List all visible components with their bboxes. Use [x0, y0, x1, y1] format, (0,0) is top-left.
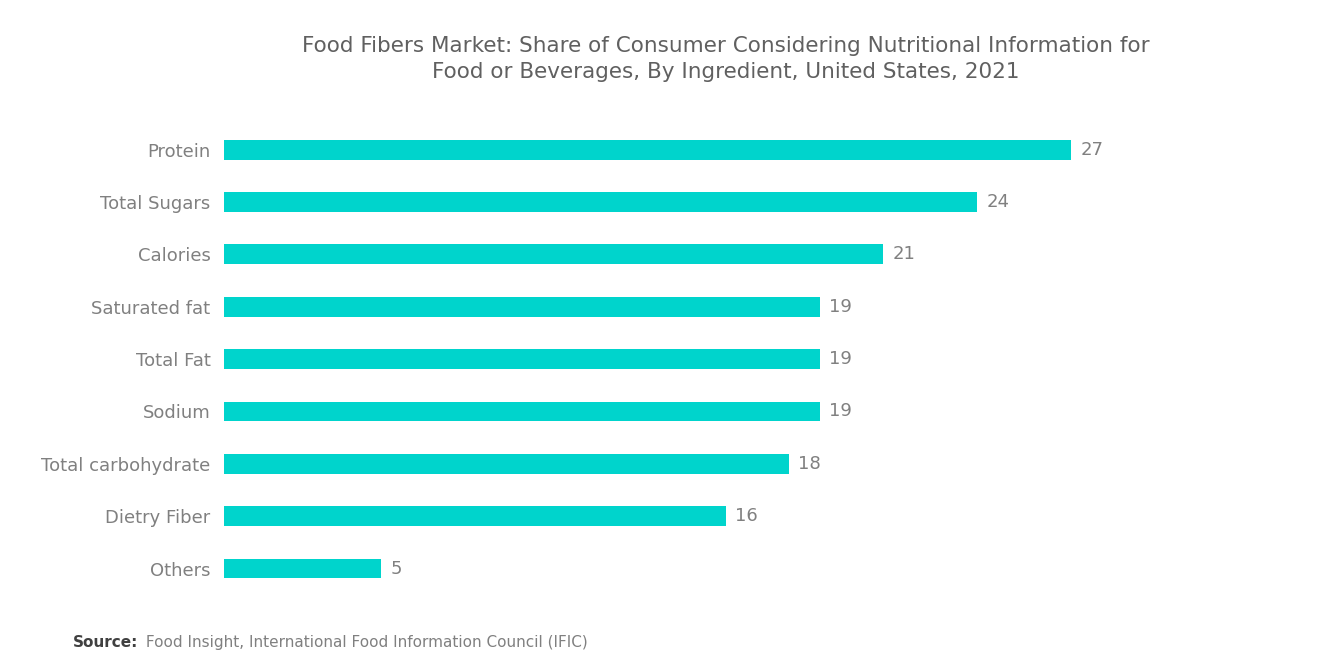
Bar [224, 140, 1071, 160]
Bar [224, 559, 381, 579]
Text: 19: 19 [829, 298, 853, 316]
Text: 16: 16 [735, 507, 758, 525]
Text: Source:: Source: [73, 635, 139, 650]
Bar [224, 245, 883, 265]
Bar [224, 297, 820, 317]
Text: 27: 27 [1080, 141, 1104, 159]
Bar [224, 454, 789, 473]
Bar [224, 192, 977, 212]
Title: Food Fibers Market: Share of Consumer Considering Nutritional Information for
Fo: Food Fibers Market: Share of Consumer Co… [302, 36, 1150, 82]
Text: 19: 19 [829, 350, 853, 368]
Text: 24: 24 [986, 193, 1010, 211]
Bar [224, 402, 820, 422]
Text: 19: 19 [829, 402, 853, 420]
Bar [224, 349, 820, 369]
Text: 5: 5 [391, 559, 403, 577]
Bar [224, 506, 726, 526]
Text: 18: 18 [799, 455, 821, 473]
Text: Food Insight, International Food Information Council (IFIC): Food Insight, International Food Informa… [141, 635, 587, 650]
Text: 21: 21 [892, 245, 915, 263]
